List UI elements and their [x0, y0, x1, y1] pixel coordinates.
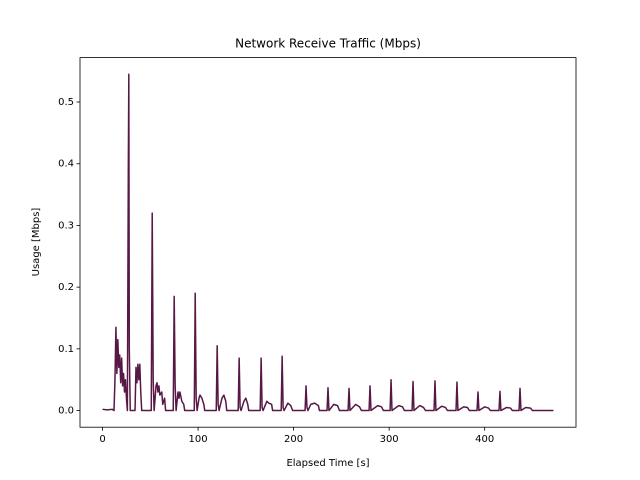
- x-tick-label: 100: [189, 434, 208, 445]
- y-tick-label: 0.3: [58, 220, 74, 231]
- y-tick-label: 0.2: [58, 282, 74, 293]
- x-tick-label: 300: [380, 434, 399, 445]
- chart-title: Network Receive Traffic (Mbps): [235, 37, 421, 51]
- x-tick-label: 400: [475, 434, 494, 445]
- y-tick-label: 0.0: [58, 406, 74, 417]
- x-tick-label: 0: [99, 434, 105, 445]
- y-tick-label: 0.1: [58, 344, 74, 355]
- plot-frame: [79, 57, 577, 428]
- data-line: [102, 73, 554, 412]
- y-tick-label: 0.4: [58, 159, 74, 170]
- x-axis-label: Elapsed Time [s]: [286, 458, 369, 469]
- y-axis-label: Usage [Mbps]: [31, 208, 42, 277]
- x-tick-label: 200: [284, 434, 303, 445]
- y-tick-label: 0.5: [58, 97, 74, 108]
